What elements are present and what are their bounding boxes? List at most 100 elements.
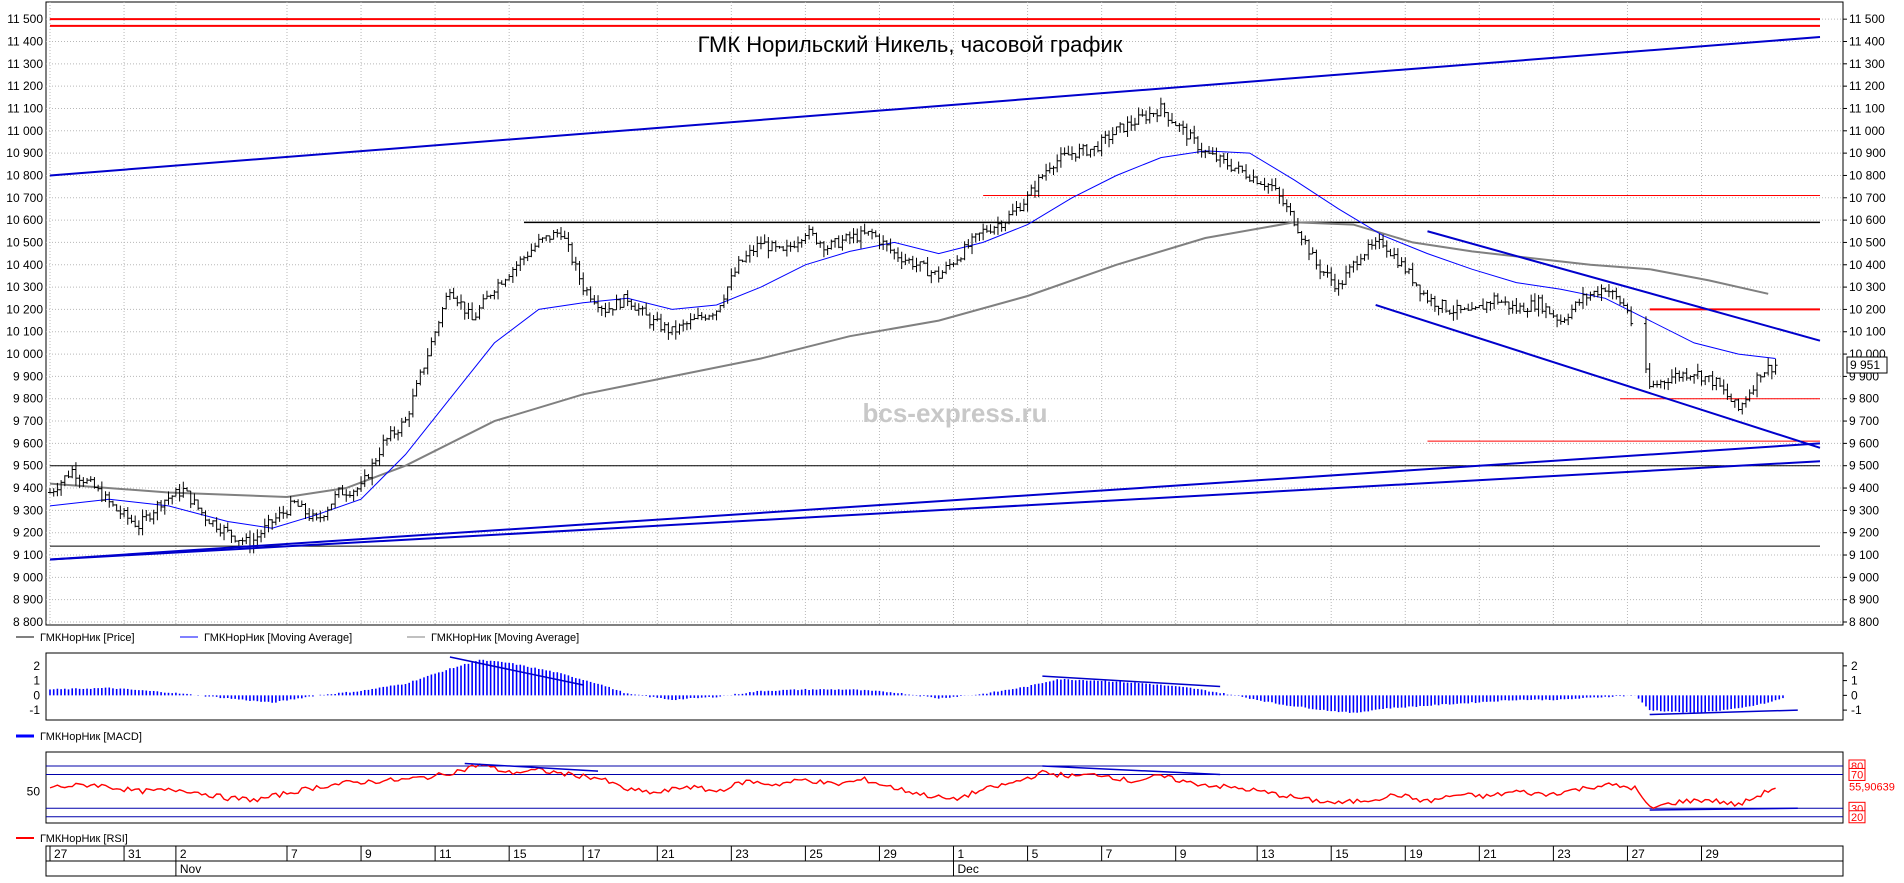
day-label: 23 [735, 847, 749, 861]
last-price-label: 9 951 [1850, 358, 1880, 372]
price-tick-label-right: 9 800 [1849, 392, 1879, 406]
day-label: 31 [128, 847, 142, 861]
last-price-box [1846, 356, 1888, 374]
rsi-band-label-box [1848, 810, 1866, 824]
price-axis-left: 8 800 8 900 9 000 9 100 9 200 9 300 9 400 9 500… [6, 12, 43, 629]
macd-tick-label: 1 [33, 674, 40, 688]
price-tick-label: 9 000 [13, 570, 43, 584]
macd-divergence-line [1042, 675, 1221, 688]
price-panel: 8 800 8 900 9 000 9 100 9 200 9 300 9 400 9 500… [6, 1, 1888, 629]
price-grid [46, 18, 1843, 623]
price-tick-label: 9 500 [13, 459, 43, 473]
trend-line [1427, 230, 1821, 342]
price-tick-label-right: 8 800 [1849, 615, 1879, 629]
day-label: 19 [1409, 847, 1423, 861]
price-tick-label: 8 800 [13, 615, 43, 629]
rsi-bands [46, 765, 1843, 818]
macd-histogram [49, 659, 1784, 714]
price-tick-label-right: 11 400 [1849, 34, 1885, 48]
price-candles [48, 97, 1778, 554]
price-tick-label-right: 11 100 [1849, 101, 1885, 115]
price-tick-label-right: 11 300 [1849, 57, 1885, 71]
day-label: 21 [1483, 847, 1497, 861]
macd-panel: 210-1 210-1 [29, 652, 1862, 721]
price-tick-label: 9 100 [13, 548, 43, 562]
trend-line [49, 36, 1821, 177]
price-tick-label: 10 700 [6, 191, 43, 205]
price-tick-label-right: 11 200 [1849, 79, 1885, 93]
price-tick-label-right: 9 300 [1849, 503, 1879, 517]
time-axis: 27 31 2 7 9 11 15 17 21 23 25 29 1 5 7 9 13 15 19 21 23 27 29 … [45, 845, 1844, 877]
rsi-legend: ГМКНорНик [RSI] [16, 833, 128, 845]
day-label: 15 [513, 847, 527, 861]
month-label: Nov [180, 862, 201, 876]
day-label: 23 [1557, 847, 1571, 861]
price-legend: ГМКНорНик [Price] ГМКНорНик [Moving Aver… [16, 632, 579, 644]
price-tick-label: 10 500 [6, 235, 43, 249]
macd-divergence-line [1649, 709, 1798, 716]
price-tick-label: 9 600 [13, 436, 43, 450]
slow-moving-average [49, 221, 1769, 499]
day-label: 7 [291, 847, 298, 861]
price-tick-label-right: 9 400 [1849, 481, 1879, 495]
price-tick-label-right: 11 000 [1849, 124, 1885, 138]
day-label: 13 [1261, 847, 1275, 861]
price-tick-label: 10 200 [6, 302, 43, 316]
day-label: 7 [1106, 847, 1113, 861]
rsi-polyline [49, 763, 1776, 809]
day-label: 1 [958, 847, 965, 861]
macd-axis-right: 210-1 [1843, 659, 1862, 717]
price-panel-frame [45, 1, 1844, 626]
price-tick-label-right: 10 100 [1849, 325, 1886, 339]
price-axis-right: 8 800 8 900 9 000 9 100 9 200 9 300 9 400 9 500… [1843, 12, 1886, 629]
price-tick-label-right: 10 800 [1849, 168, 1886, 182]
price-tick-label-right: 9 600 [1849, 436, 1879, 450]
day-label: 29 [1706, 847, 1720, 861]
last-price-marker: 9 951 [1846, 356, 1888, 374]
rsi-divergence-line [464, 762, 599, 772]
price-tick-label: 10 400 [6, 258, 43, 272]
rsi-band-label: 20 [1851, 812, 1863, 824]
slow-ma-line [49, 221, 1769, 499]
price-tick-label: 10 100 [6, 325, 43, 339]
rsi-band-label-box [1848, 767, 1866, 781]
legend-macd-label: ГМКНорНик [MACD] [40, 731, 142, 743]
macd-panel-frame [45, 652, 1844, 721]
macd-divergence-line [449, 656, 584, 686]
day-label: 29 [883, 847, 897, 861]
day-label: 27 [54, 847, 68, 861]
price-tick-label: 10 000 [6, 347, 43, 361]
horizontal-levels [50, 18, 1820, 547]
price-tick-label-right: 9 000 [1849, 570, 1879, 584]
day-label: 21 [661, 847, 675, 861]
day-label: 9 [365, 847, 372, 861]
macd-axis-left: 210-1 [29, 659, 40, 717]
macd-tick-label-right: -1 [1851, 703, 1862, 717]
price-tick-label-right: 10 400 [1849, 258, 1886, 272]
day-label: 25 [809, 847, 823, 861]
fast-moving-average [49, 150, 1776, 529]
price-tick-label: 8 900 [13, 593, 43, 607]
day-label: 11 [439, 847, 452, 861]
trend-line [49, 460, 1821, 561]
day-label: 5 [1032, 847, 1039, 861]
legend-rsi-label: ГМКНорНик [RSI] [40, 833, 128, 845]
price-tick-label: 9 700 [13, 414, 43, 428]
rsi-band-label: 70 [1851, 769, 1863, 781]
price-tick-label: 10 600 [6, 213, 43, 227]
time-axis-day-labels: 27 31 2 7 9 11 15 17 21 23 25 29 1 5 7 9 13 15 19 21 23 27 29 [49, 846, 1720, 861]
price-tick-label-right: 10 500 [1849, 235, 1886, 249]
price-tick-label-right: 10 600 [1849, 213, 1886, 227]
rsi-divergence-lines [464, 762, 1798, 811]
price-tick-label: 11 400 [7, 34, 43, 48]
macd-tick-label: 2 [33, 659, 40, 673]
price-tick-label: 10 900 [6, 146, 43, 160]
price-tick-label: 9 400 [13, 481, 43, 495]
watermark: bcs-express.ru [863, 398, 1048, 428]
price-tick-label-right: 10 700 [1849, 191, 1886, 205]
macd-divergence-lines [449, 656, 1798, 716]
chart-title: ГМК Норильский Никель, часовой график [698, 32, 1123, 57]
